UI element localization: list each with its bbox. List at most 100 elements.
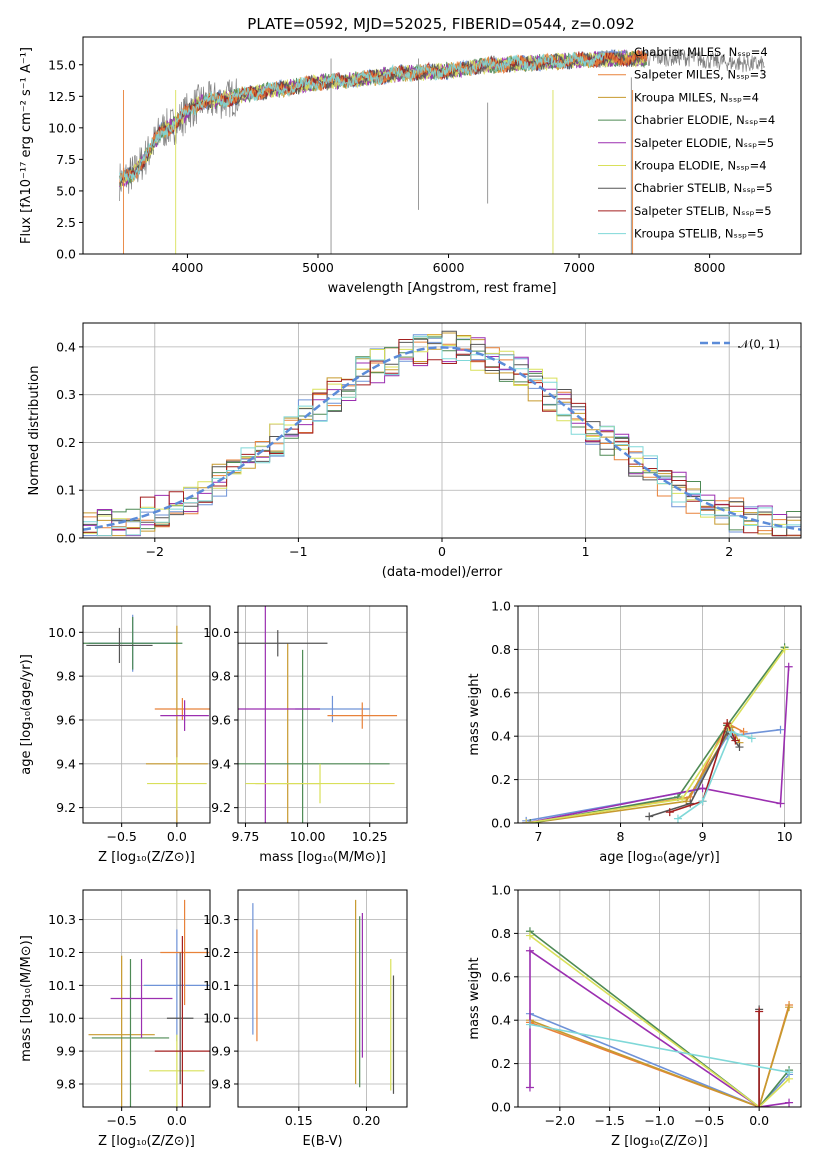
residuals-plot-area	[83, 330, 801, 537]
massweight-vs-Z-xtick-label-1: −1.5	[594, 1113, 624, 1128]
massweight-vs-Z-series-line-2	[529, 1006, 790, 1107]
residuals-ylabel: Normed distribution	[27, 366, 42, 496]
massweight-vs-age-series-line-2	[530, 725, 741, 823]
spectrum-panel: 4000 5000 6000 7000 8000 0.0 2.5 5.0 7.5 10.0 12.5…	[19, 36, 802, 296]
massweight-vs-Z-series-marker-7-1	[755, 1007, 764, 1016]
spectrum-frame	[82, 36, 802, 255]
spectrum-ytick-label-1: 2.5	[56, 215, 76, 230]
mass-vs-Z-ytick-label-0: 9.8	[56, 1076, 76, 1091]
massweight-vs-age-ylabel: mass weight	[467, 673, 482, 755]
massweight-vs-age-panel: 7 8 9 10 0.0 0.2 0.4 0.6 0.8 1.0 age [log₁₀(age/yr…	[467, 599, 802, 865]
massweight-vs-age-series-marker-5-1	[678, 795, 687, 804]
age-vs-mass-xtick-label-0: 9.75	[232, 829, 260, 844]
age-vs-mass-ytick-label-0: 9.2	[211, 800, 231, 815]
residuals-ytick-label-3: 0.3	[56, 387, 76, 402]
residuals-xtick-label-0: −2	[146, 544, 164, 559]
mass-vs-Z-ytick-label-4: 10.2	[48, 945, 76, 960]
mass-vs-ebv-panel: 0.15 0.20 9.8 9.9 10.0 10.1 10.2 10.3 E(B-V)	[203, 889, 408, 1149]
mass-vs-EBV-plot-area	[252, 899, 395, 1094]
mass-vs-Z-ytick-label-2: 10.0	[48, 1011, 76, 1026]
spectrum-ytick-label-2: 5.0	[56, 183, 76, 198]
spectrum-legend-label-2: Kroupa MILES, Nₛₛₚ=4	[634, 90, 759, 104]
age-vs-Z-ytick-label-1: 9.4	[56, 756, 76, 771]
spectrum-ytick-label-3: 7.5	[56, 152, 76, 167]
massweight-vs-age-ytick-label-1: 0.2	[491, 772, 511, 787]
age-vs-Z-ytick-label-0: 9.2	[56, 800, 76, 815]
massweight-vs-age-series-marker-5-3	[780, 645, 789, 654]
massweight-vs-age-series-marker-7-0	[665, 808, 674, 817]
spectrum-legend-label-6: Chabrier STELIB, Nₛₛₚ=5	[634, 181, 773, 195]
massweight-vs-Z-ytick-label-4: 0.8	[491, 926, 511, 941]
massweight-vs-age-series-marker-4-3	[784, 662, 793, 671]
age-vs-mass-frame	[237, 605, 408, 824]
mass-vs-EBV-frame	[237, 889, 408, 1108]
massweight-vs-age-series-marker-6-0	[645, 812, 654, 821]
massweight-vs-Z-ytick-label-5: 1.0	[491, 883, 511, 898]
residuals-xlabel: (data-model)/error	[382, 565, 503, 580]
massweight-vs-Z-series-marker-8-0	[525, 1020, 534, 1029]
massweight-vs-age-series-line-4	[526, 666, 790, 823]
residuals-ytick-label-4: 0.4	[56, 339, 76, 354]
gaussian-legend-label: 𝒩(0, 1)	[738, 337, 780, 351]
spectrum-xtick-label-3: 7000	[563, 260, 595, 275]
age-vs-mass-ytick-label-2: 9.6	[211, 712, 231, 727]
gaussian-curve	[83, 346, 801, 531]
massweight-vs-Z-series-marker-5-0	[525, 931, 534, 940]
mass-vs-EBV-xtick-label-0: 0.15	[285, 1113, 313, 1128]
mass-vs-EBV-xlabel: E(B-V)	[302, 1134, 342, 1149]
residuals-ytick-label-0: 0.0	[56, 531, 76, 546]
spectrum-xtick-label-2: 6000	[433, 260, 465, 275]
massweight-vs-Z-ytick-label-1: 0.2	[491, 1056, 511, 1071]
massweight-vs-age-plot-area	[522, 643, 793, 823]
mass-vs-z-panel: −0.5 0.0 9.8 9.9 10.0 10.1 10.2 10.3 Z [log₁₀(Z/…	[19, 889, 211, 1149]
massweight-vs-Z-ytick-label-0: 0.0	[491, 1100, 511, 1115]
age-vs-Z-xtick-label-0: −0.5	[106, 829, 136, 844]
massweight-vs-age-series-marker-4-1	[698, 784, 707, 793]
massweight-vs-age-series-marker-4-2	[776, 799, 785, 808]
age-vs-Z-ytick-label-3: 9.8	[56, 669, 76, 684]
spectrum-legend-label-5: Kroupa ELODIE, Nₛₛₚ=4	[634, 159, 767, 173]
massweight-vs-Z-xtick-label-3: −0.5	[694, 1113, 724, 1128]
residuals-ytick-label-2: 0.2	[56, 435, 76, 450]
age-vs-mass-ytick-label-4: 10.0	[203, 625, 231, 640]
massweight-vs-Z-xlabel: Z [log₁₀(Z/Z⊙)]	[611, 1134, 708, 1149]
massweight-vs-age-xtick-label-1: 8	[617, 829, 625, 844]
spectrum-model-line-8	[119, 51, 606, 183]
age-vs-mass-xtick-label-1: 10.00	[290, 829, 326, 844]
massweight-vs-Z-xtick-label-2: −1.0	[644, 1113, 674, 1128]
massweight-vs-Z-plot-area	[525, 927, 794, 1107]
massweight-vs-Z-xtick-label-4: 0.0	[749, 1113, 769, 1128]
mass-vs-Z-ytick-label-3: 10.1	[48, 978, 76, 993]
massweight-vs-age-xtick-label-2: 9	[699, 829, 707, 844]
spectrum-plot-area	[119, 48, 765, 254]
residuals-panel: −2 −1 0 1 2 0.0 0.1 0.2 0.3 0.4 (data-model)/error…	[27, 322, 802, 580]
massweight-vs-age-xtick-label-0: 7	[535, 829, 543, 844]
massweight-vs-age-series-marker-5-0	[522, 819, 531, 823]
massweight-vs-age-frame	[517, 605, 802, 824]
spectrum-legend-label-4: Salpeter ELODIE, Nₛₛₚ=5	[634, 136, 774, 150]
massweight-vs-Z-series-marker-4-1	[525, 946, 534, 955]
age-vs-Z-xtick-label-1: 0.0	[167, 829, 187, 844]
residuals-xtick-label-3: 1	[582, 544, 590, 559]
massweight-vs-age-series-marker-8-0	[673, 814, 682, 823]
residuals-xtick-label-4: 2	[725, 544, 733, 559]
massweight-vs-age-series-marker-8-2	[727, 727, 736, 736]
massweight-vs-Z-series-marker-2-2	[785, 1003, 794, 1012]
massweight-vs-age-ytick-label-2: 0.4	[491, 729, 511, 744]
massweight-vs-Z-series-marker-4-3	[785, 1098, 794, 1107]
mass-vs-Z-xtick-label-0: −0.5	[106, 1113, 136, 1128]
massweight-vs-Z-xtick-label-0: −2.0	[545, 1113, 575, 1128]
mass-vs-EBV-ytick-label-3: 10.1	[203, 978, 231, 993]
mass-vs-EBV-ytick-label-0: 9.8	[211, 1076, 231, 1091]
massweight-vs-age-ytick-label-5: 1.0	[491, 599, 511, 614]
age-vs-mass-panel: 9.75 10.00 10.25 9.2 9.4 9.6 9.8 10.0 mass [log₁…	[203, 605, 408, 865]
residuals-xtick-label-1: −1	[289, 544, 307, 559]
massweight-vs-Z-series-line-3	[529, 930, 790, 1107]
massweight-vs-Z-series-marker-7-0	[755, 1103, 764, 1107]
age-vs-mass-ytick-label-3: 9.8	[211, 669, 231, 684]
mass-vs-Z-ytick-label-5: 10.3	[48, 912, 76, 927]
spectrum-legend-label-8: Kroupa STELIB, Nₛₛₚ=5	[634, 227, 764, 241]
massweight-vs-Z-series-line-0	[529, 1012, 790, 1107]
massweight-vs-age-ytick-label-0: 0.0	[491, 816, 511, 831]
